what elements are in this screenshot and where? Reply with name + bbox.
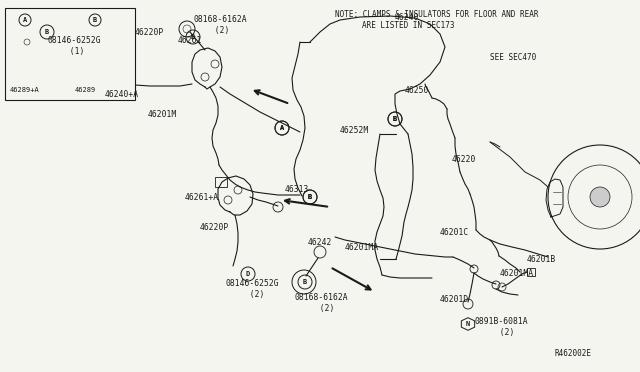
Text: 08146-6252G: 08146-6252G xyxy=(225,279,278,289)
Text: 46201D: 46201D xyxy=(440,295,469,305)
Text: D: D xyxy=(246,271,250,277)
Bar xyxy=(215,177,227,187)
Text: A: A xyxy=(23,17,27,23)
Text: A: A xyxy=(280,125,284,131)
Text: N: N xyxy=(466,321,470,327)
Circle shape xyxy=(590,187,610,207)
Text: B: B xyxy=(303,279,307,285)
Text: 08168-6162A: 08168-6162A xyxy=(193,15,246,23)
Text: NOTE: CLAMPS & INSULATORS FOR FLOOR AND REAR: NOTE: CLAMPS & INSULATORS FOR FLOOR AND … xyxy=(335,10,538,19)
Text: ARE LISTED IN SEC173: ARE LISTED IN SEC173 xyxy=(362,20,454,29)
Text: 46201B: 46201B xyxy=(527,254,556,263)
Text: 46220P: 46220P xyxy=(135,28,164,36)
Text: 46240: 46240 xyxy=(395,13,419,22)
Bar xyxy=(5,8,135,100)
Text: R462002E: R462002E xyxy=(555,350,592,359)
Text: (2): (2) xyxy=(490,328,515,337)
Text: 46250: 46250 xyxy=(405,86,429,94)
Text: (2): (2) xyxy=(240,291,264,299)
Text: 46261: 46261 xyxy=(178,35,202,45)
Text: 46220P: 46220P xyxy=(200,222,229,231)
Text: B: B xyxy=(308,194,312,200)
Text: B: B xyxy=(93,17,97,23)
Text: 46220: 46220 xyxy=(452,154,476,164)
Text: 46261+A: 46261+A xyxy=(185,192,219,202)
Text: B: B xyxy=(308,194,312,200)
Text: 46201MA: 46201MA xyxy=(500,269,534,279)
Text: 46201M: 46201M xyxy=(148,109,177,119)
Text: B: B xyxy=(393,116,397,122)
Text: SEE SEC470: SEE SEC470 xyxy=(490,52,536,61)
Text: (1): (1) xyxy=(60,46,84,55)
Text: 46289+A: 46289+A xyxy=(10,87,40,93)
Text: 46289: 46289 xyxy=(75,87,96,93)
Text: 46201C: 46201C xyxy=(440,228,469,237)
Text: 46252M: 46252M xyxy=(340,125,369,135)
Text: B: B xyxy=(45,29,49,35)
Text: B: B xyxy=(393,116,397,122)
Text: 46201MA: 46201MA xyxy=(345,243,379,251)
Text: 46313: 46313 xyxy=(285,185,309,193)
Text: (2): (2) xyxy=(310,304,334,312)
Text: A: A xyxy=(280,125,284,131)
Text: B: B xyxy=(191,34,195,40)
Text: 08146-6252G: 08146-6252G xyxy=(47,35,100,45)
Text: 46240+A: 46240+A xyxy=(105,90,139,99)
Text: 0891B-6081A: 0891B-6081A xyxy=(475,317,529,327)
Text: (2): (2) xyxy=(205,26,229,35)
Text: 08168-6162A: 08168-6162A xyxy=(295,292,349,301)
Text: 46242: 46242 xyxy=(308,237,332,247)
Bar xyxy=(527,268,535,276)
